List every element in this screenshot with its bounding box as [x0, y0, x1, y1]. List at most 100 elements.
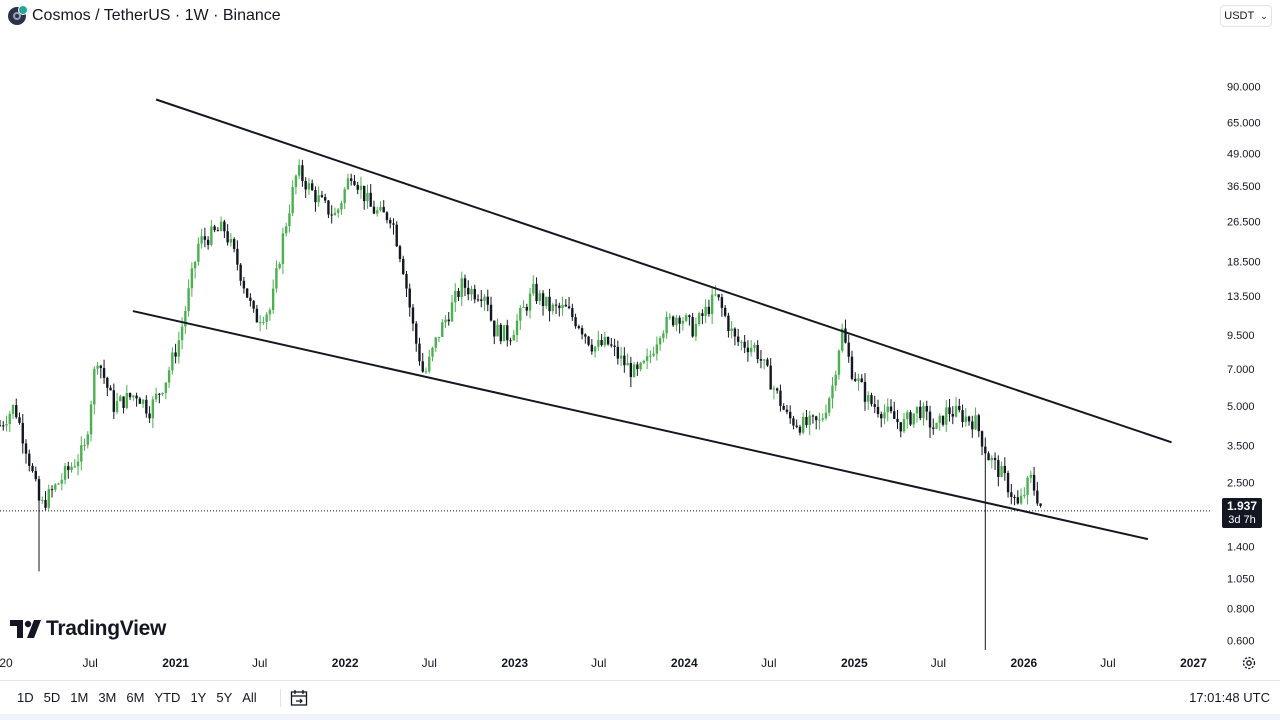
candle-body — [493, 320, 496, 337]
candle-body — [330, 214, 333, 216]
candle-body — [271, 288, 275, 310]
candle-body — [785, 409, 789, 412]
x-tick-label: 2027 — [1180, 656, 1207, 670]
candle-body — [327, 200, 330, 215]
candle-body — [1003, 465, 1007, 473]
candle-body — [184, 311, 187, 327]
candle-body — [668, 316, 672, 318]
candle-body — [402, 258, 405, 275]
last-price-label: 1.937 3d 7h — [1222, 498, 1262, 528]
candle-body — [1026, 477, 1029, 495]
range-button-all[interactable]: All — [237, 689, 261, 707]
candle-body — [99, 365, 103, 369]
candle-body — [642, 360, 646, 363]
candle-body — [818, 419, 821, 421]
candle-body — [857, 378, 860, 381]
candle-body — [919, 406, 922, 419]
candle-body — [395, 224, 398, 247]
range-button-ytd[interactable]: YTD — [149, 689, 185, 707]
y-tick-label: 1.050 — [1227, 574, 1255, 586]
candle-body — [291, 187, 294, 214]
utc-clock[interactable]: 17:01:48 UTC — [1189, 690, 1270, 705]
candle-body — [727, 315, 730, 331]
range-button-5y[interactable]: 5Y — [211, 689, 237, 707]
candle-body — [1006, 472, 1010, 493]
candle-body — [50, 489, 54, 491]
y-tick-label: 65.000 — [1227, 117, 1261, 129]
candle-body — [580, 328, 584, 335]
candle-body — [265, 314, 268, 322]
chevron-down-icon: ⌄ — [1260, 10, 1268, 21]
candle-body — [948, 407, 951, 414]
candle-body — [935, 422, 938, 429]
candle-body — [193, 261, 197, 269]
cosmos-logo-icon — [8, 5, 28, 25]
candle-body — [102, 368, 106, 378]
candle-body — [343, 189, 346, 204]
candle-body — [841, 328, 844, 351]
candle-body — [128, 393, 132, 398]
y-tick-label: 49.000 — [1227, 149, 1261, 161]
candle-body — [665, 316, 668, 334]
price-chart[interactable]: 90.000 65.000 49.000 36.500 26.500 18.500 13.5… — [0, 0, 1280, 680]
candle-body — [769, 365, 772, 390]
candle-body — [958, 405, 961, 411]
gear-icon[interactable] — [1241, 655, 1257, 671]
candle-body — [174, 352, 177, 357]
symbol-title[interactable]: Cosmos / TetherUS · 1W · Binance — [32, 7, 281, 24]
candle-body — [421, 361, 424, 372]
candle-body — [480, 299, 483, 301]
range-button-1d[interactable]: 1D — [12, 689, 39, 707]
currency-selector[interactable]: USDT ⌄ — [1220, 5, 1272, 27]
candle-body — [24, 443, 28, 454]
candle-body — [333, 212, 337, 216]
candle-body — [701, 313, 704, 316]
candle-body — [662, 333, 665, 339]
candle-body — [636, 364, 639, 370]
range-button-1y[interactable]: 1Y — [185, 689, 211, 707]
candle-body — [190, 268, 194, 289]
candle-body — [766, 359, 769, 366]
candle-body — [928, 411, 932, 428]
candle-body — [125, 393, 129, 408]
range-button-3m[interactable]: 3M — [93, 689, 121, 707]
candle-body — [655, 344, 659, 354]
candle-body — [831, 385, 834, 399]
candle-body — [762, 359, 766, 361]
candle-body — [288, 213, 291, 227]
candle-body — [310, 183, 314, 191]
candle-body — [447, 319, 450, 322]
x-tick-label: Jul — [422, 656, 437, 670]
candle-body — [723, 307, 727, 316]
candle-body — [912, 413, 915, 425]
candle-body — [249, 297, 252, 301]
candle-body — [499, 324, 502, 342]
candle-body — [694, 323, 698, 337]
candle-body — [317, 195, 320, 203]
chart-header: Cosmos / TetherUS · 1W · Binance — [8, 5, 281, 27]
candle-body — [691, 317, 694, 337]
candle-body — [245, 288, 249, 298]
y-tick-label: 13.500 — [1227, 291, 1261, 303]
candle-body — [93, 368, 96, 405]
currency-label: USDT — [1224, 10, 1255, 22]
candle-body — [597, 340, 600, 347]
candle-body — [200, 236, 203, 244]
candle-body — [860, 378, 863, 382]
candle-body — [889, 406, 893, 412]
candle-body — [854, 378, 857, 381]
candle-body — [805, 416, 808, 426]
candle-body — [496, 324, 499, 337]
range-button-6m[interactable]: 6M — [121, 689, 149, 707]
tradingview-logo[interactable]: TradingView — [10, 617, 166, 641]
calendar-icon[interactable] — [289, 688, 309, 708]
candle-body — [961, 410, 964, 422]
candle-body — [896, 418, 899, 423]
range-button-1m[interactable]: 1M — [65, 689, 93, 707]
candle-body — [1010, 492, 1013, 497]
candle-body — [239, 264, 242, 281]
trendline-upper — [155, 98, 1172, 444]
candle-body — [151, 399, 155, 419]
range-button-5d[interactable]: 5D — [39, 689, 66, 707]
candle-body — [561, 304, 564, 309]
